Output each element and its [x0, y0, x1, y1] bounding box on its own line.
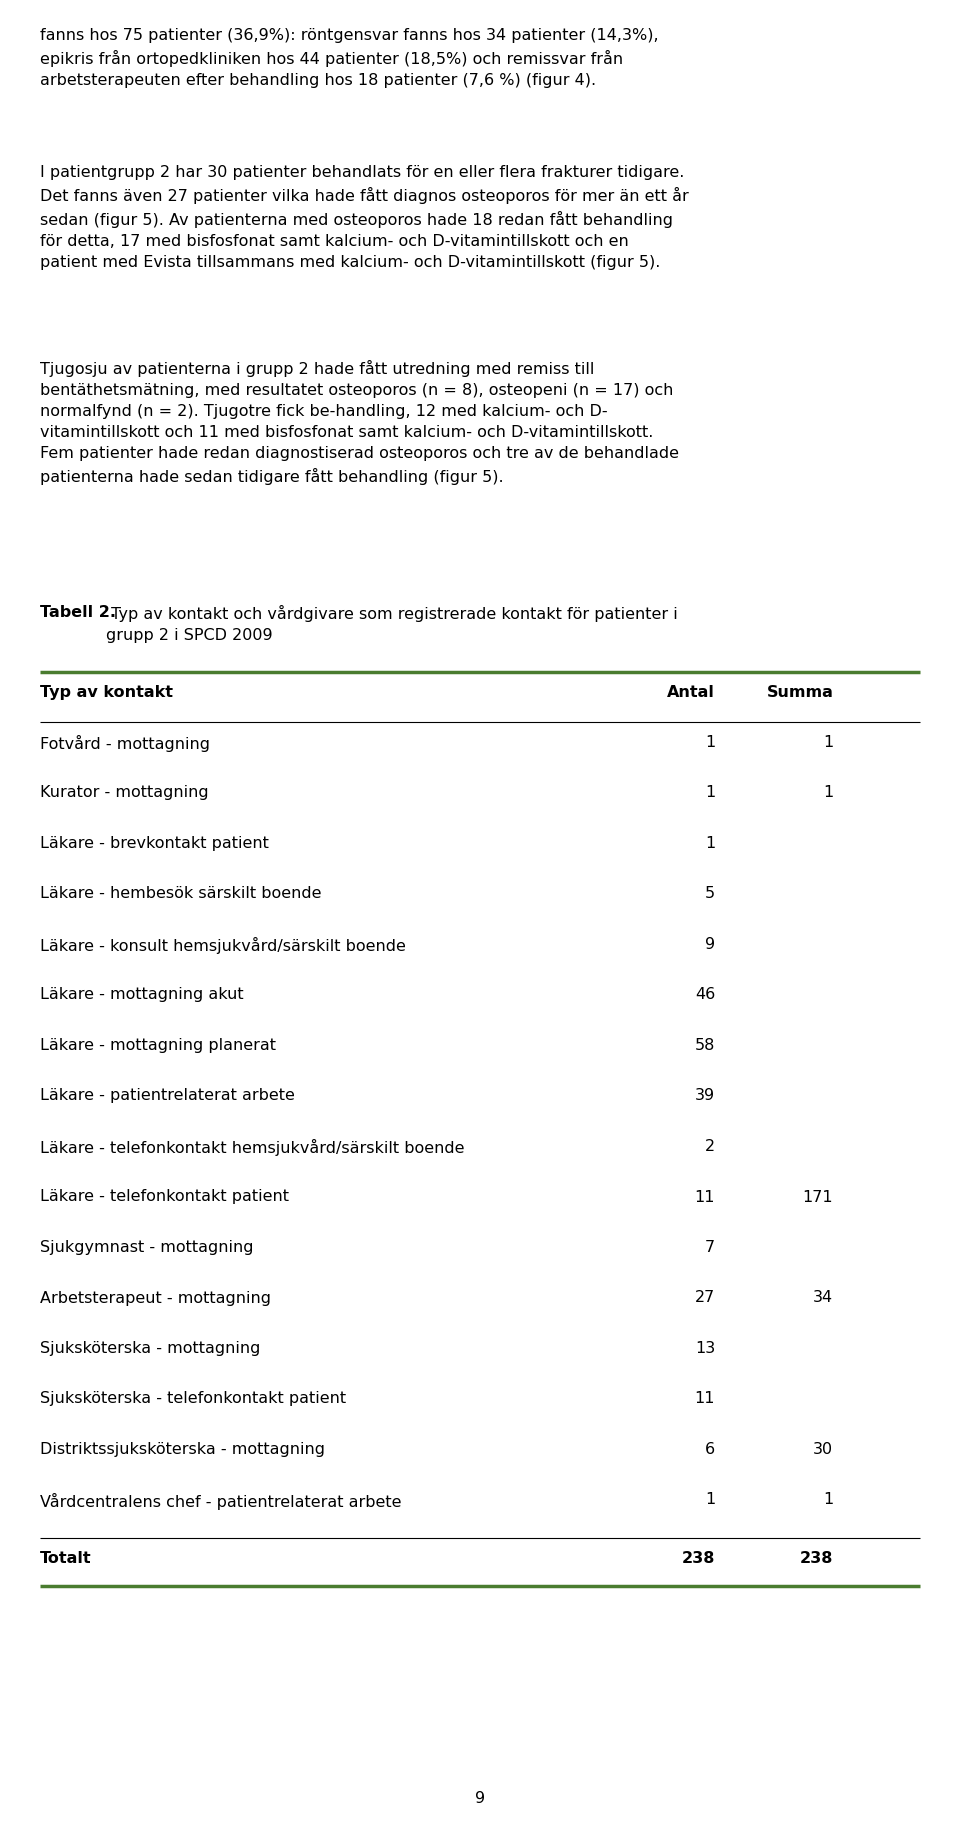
Text: 238: 238: [800, 1550, 833, 1565]
Text: 171: 171: [803, 1190, 833, 1205]
Text: 58: 58: [695, 1038, 715, 1053]
Text: 11: 11: [695, 1190, 715, 1205]
Text: 11: 11: [695, 1391, 715, 1407]
Text: 13: 13: [695, 1341, 715, 1356]
Text: 2: 2: [705, 1139, 715, 1154]
Text: 39: 39: [695, 1089, 715, 1104]
Text: 5: 5: [705, 887, 715, 902]
Text: 1: 1: [705, 786, 715, 801]
Text: Läkare - telefonkontakt hemsjukvård/särskilt boende: Läkare - telefonkontakt hemsjukvård/särs…: [40, 1139, 465, 1155]
Text: Summa: Summa: [766, 685, 833, 700]
Text: 1: 1: [705, 735, 715, 749]
Text: Sjukgymnast - mottagning: Sjukgymnast - mottagning: [40, 1240, 253, 1255]
Text: Typ av kontakt och vårdgivare som registrerade kontakt för patienter i
grupp 2 i: Typ av kontakt och vårdgivare som regist…: [106, 604, 678, 643]
Text: Kurator - mottagning: Kurator - mottagning: [40, 786, 209, 801]
Text: Läkare - patientrelaterat arbete: Läkare - patientrelaterat arbete: [40, 1089, 295, 1104]
Text: Tabell 2.: Tabell 2.: [40, 604, 116, 621]
Text: Distriktssjuksköterska - mottagning: Distriktssjuksköterska - mottagning: [40, 1442, 325, 1457]
Text: Typ av kontakt: Typ av kontakt: [40, 685, 174, 700]
Text: 6: 6: [705, 1442, 715, 1457]
Text: 27: 27: [695, 1291, 715, 1306]
Text: 1: 1: [823, 786, 833, 801]
Text: Sjuksköterska - telefonkontakt patient: Sjuksköterska - telefonkontakt patient: [40, 1391, 347, 1407]
Text: Läkare - mottagning planerat: Läkare - mottagning planerat: [40, 1038, 276, 1053]
Text: 9: 9: [705, 937, 715, 952]
Text: Totalt: Totalt: [40, 1550, 92, 1565]
Text: 34: 34: [813, 1291, 833, 1306]
Text: 238: 238: [682, 1550, 715, 1565]
Text: 1: 1: [823, 735, 833, 749]
Text: Läkare - hembesök särskilt boende: Läkare - hembesök särskilt boende: [40, 887, 322, 902]
Text: Antal: Antal: [667, 685, 715, 700]
Text: fanns hos 75 patienter (36,9%): röntgensvar fanns hos 34 patienter (14,3%),
epik: fanns hos 75 patienter (36,9%): röntgens…: [40, 28, 659, 88]
Text: 9: 9: [475, 1791, 485, 1806]
Text: Fotvård - mottagning: Fotvård - mottagning: [40, 735, 210, 751]
Text: Arbetsterapeut - mottagning: Arbetsterapeut - mottagning: [40, 1291, 272, 1306]
Text: 30: 30: [813, 1442, 833, 1457]
Text: Läkare - mottagning akut: Läkare - mottagning akut: [40, 988, 244, 1003]
Text: 7: 7: [705, 1240, 715, 1255]
Text: Sjuksköterska - mottagning: Sjuksköterska - mottagning: [40, 1341, 261, 1356]
Text: Tjugosju av patienterna i grupp 2 hade fått utredning med remiss till
bentäthets: Tjugosju av patienterna i grupp 2 hade f…: [40, 360, 680, 485]
Text: Läkare - telefonkontakt patient: Läkare - telefonkontakt patient: [40, 1190, 289, 1205]
Text: 1: 1: [823, 1492, 833, 1508]
Text: I patientgrupp 2 har 30 patienter behandlats för en eller flera frakturer tidiga: I patientgrupp 2 har 30 patienter behand…: [40, 165, 689, 270]
Text: 1: 1: [705, 836, 715, 851]
Text: Läkare - konsult hemsjukvård/särskilt boende: Läkare - konsult hemsjukvård/särskilt bo…: [40, 937, 406, 953]
Text: 46: 46: [695, 988, 715, 1003]
Text: 1: 1: [705, 1492, 715, 1508]
Text: Läkare - brevkontakt patient: Läkare - brevkontakt patient: [40, 836, 269, 851]
Text: Vårdcentralens chef - patientrelaterat arbete: Vårdcentralens chef - patientrelaterat a…: [40, 1492, 402, 1510]
